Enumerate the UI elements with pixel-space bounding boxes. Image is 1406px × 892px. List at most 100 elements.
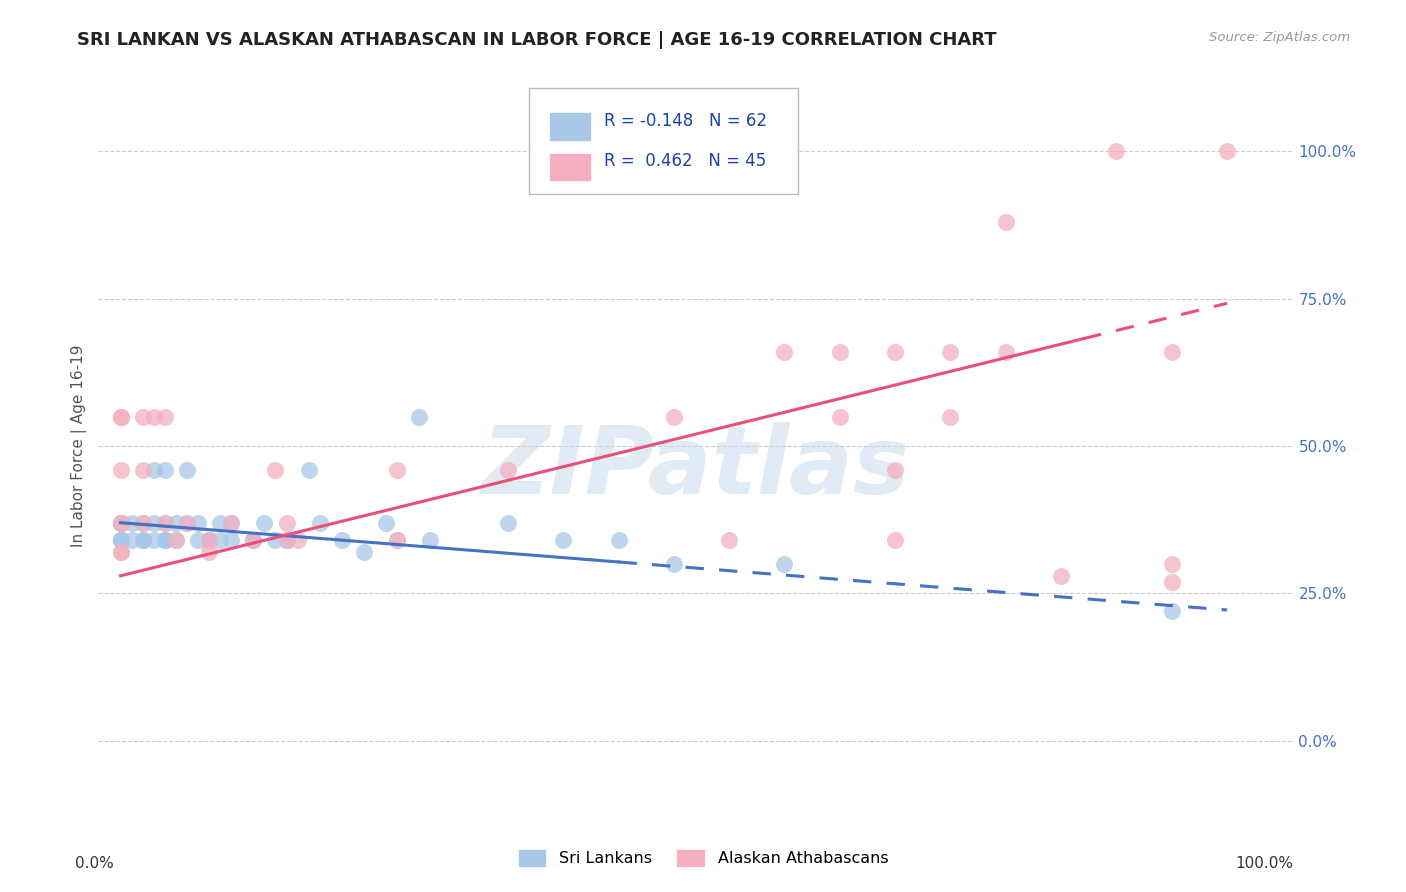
Point [131,533,153,548]
Point [884,533,907,548]
Point [242,533,264,548]
Point [264,462,287,476]
FancyBboxPatch shape [529,87,797,194]
Point [496,516,519,530]
Point [110,516,132,530]
Point [242,533,264,548]
Point [496,462,519,476]
Point [994,344,1017,359]
Point [287,533,309,548]
Point [198,533,221,548]
Point [662,409,685,424]
Point [110,516,132,530]
Point [1050,568,1073,582]
Point [153,516,176,530]
Point [385,462,409,476]
Point [276,533,298,548]
Point [153,516,176,530]
Point [110,516,132,530]
Point [165,533,187,548]
Point [330,533,353,548]
Point [110,533,132,548]
Point [142,462,165,476]
Point [176,516,198,530]
Point [1160,604,1182,618]
Point [121,516,143,530]
Point [131,409,153,424]
Point [264,533,287,548]
Point [110,533,132,548]
Point [994,215,1017,229]
Point [553,533,575,548]
Point [121,533,143,548]
Point [276,533,298,548]
Point [110,516,132,530]
Point [153,533,176,548]
Point [939,409,962,424]
Point [1160,557,1182,571]
Text: Source: ZipAtlas.com: Source: ZipAtlas.com [1209,31,1350,45]
Point [209,516,232,530]
Point [884,462,907,476]
Point [253,516,276,530]
Point [131,516,153,530]
Point [308,516,330,530]
Point [110,516,132,530]
Point [1160,344,1182,359]
Point [385,533,409,548]
Legend: Sri Lankans, Alaskan Athabascans: Sri Lankans, Alaskan Athabascans [510,840,896,875]
Point [110,409,132,424]
Point [165,516,187,530]
Point [131,533,153,548]
Point [142,533,165,548]
Point [110,516,132,530]
Point [153,462,176,476]
Text: ZIPatlas: ZIPatlas [482,422,910,514]
Point [110,533,132,548]
Y-axis label: In Labor Force | Age 16-19: In Labor Force | Age 16-19 [72,344,87,548]
Point [375,516,398,530]
Point [110,516,132,530]
Point [242,533,264,548]
Text: SRI LANKAN VS ALASKAN ATHABASCAN IN LABOR FORCE | AGE 16-19 CORRELATION CHART: SRI LANKAN VS ALASKAN ATHABASCAN IN LABO… [77,31,997,49]
Point [153,533,176,548]
Point [142,516,165,530]
Point [219,533,242,548]
Point [198,545,221,559]
FancyBboxPatch shape [548,112,591,141]
Point [153,533,176,548]
Point [110,516,132,530]
Text: 100.0%: 100.0% [1236,855,1294,871]
Point [165,533,187,548]
Point [110,533,132,548]
Point [718,533,741,548]
Point [176,462,198,476]
Point [385,533,409,548]
Point [110,462,132,476]
Text: 0.0%: 0.0% [75,855,114,871]
Point [662,557,685,571]
Point [828,344,851,359]
Point [828,409,851,424]
Text: R =  0.462   N = 45: R = 0.462 N = 45 [605,152,766,169]
Point [110,516,132,530]
Point [773,344,796,359]
Point [110,409,132,424]
Point [276,533,298,548]
Point [276,516,298,530]
Point [1216,144,1239,158]
Point [219,516,242,530]
Point [131,462,153,476]
Point [110,516,132,530]
FancyBboxPatch shape [548,153,591,181]
Point [298,462,321,476]
Text: R = -0.148   N = 62: R = -0.148 N = 62 [605,112,766,129]
Point [187,533,209,548]
Point [219,516,242,530]
Point [419,533,441,548]
Point [153,409,176,424]
Point [198,533,221,548]
Point [110,516,132,530]
Point [884,344,907,359]
Point [131,533,153,548]
